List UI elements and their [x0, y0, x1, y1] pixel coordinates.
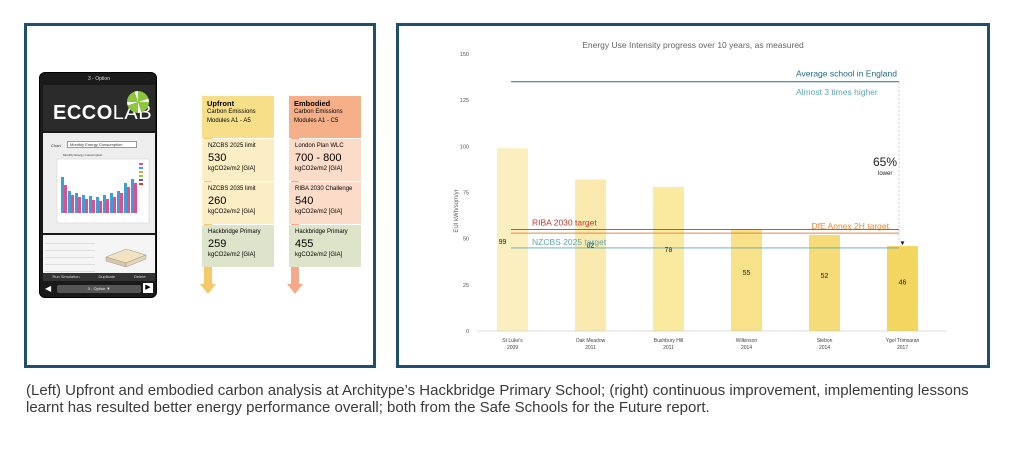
embodied-column: Embodied Carbon Emissions Modules A1 - C… — [287, 96, 361, 296]
reference-lines: Average school in England RIBA 2030 targe… — [511, 69, 905, 249]
x-tick-year: 2009 — [507, 345, 518, 351]
embodied-card-2: RIBA 2030 Challenge 540 kgCO2e/m2 [GIA] — [289, 182, 361, 224]
bar — [575, 179, 606, 331]
reference-line-label: RIBA 2030 target — [532, 217, 597, 227]
x-tick-label: Bushbury Hill — [654, 338, 683, 344]
upfront-column: Upfront Carbon Emissions Modules A1 - A5… — [200, 96, 274, 296]
x-tick-label: St Luke's — [502, 338, 523, 344]
x-tick-year: 2011 — [663, 345, 674, 351]
bar-value-label: 78 — [665, 247, 673, 254]
x-tick-year: 2014 — [819, 345, 830, 351]
x-tick-year: 2011 — [585, 345, 596, 351]
x-tick-year: 2014 — [741, 345, 752, 351]
phone-mockup: 3 - Option ECCOLAB Chart Monthly Energy … — [39, 72, 157, 298]
reference-line-label: NZCBS 2025 target — [532, 237, 607, 247]
x-tick-year: 2017 — [897, 345, 908, 351]
upfront-line2: Modules A1 - A5 — [207, 118, 251, 124]
logo-wheel-icon — [127, 91, 149, 113]
mini-chart — [56, 158, 150, 224]
duplicate-button[interactable]: Duplicate — [98, 274, 116, 279]
embodied-line1: Carbon Emissions — [294, 109, 343, 115]
upfront-card-2: NZCBS 2035 limit 260 kgCO2e/m2 [GIA] — [202, 182, 274, 224]
upfront-card-1: NZCBS 2025 limit 530 kgCO2e/m2 [GIA] — [202, 139, 274, 181]
upfront-line1: Carbon Emissions — [207, 109, 256, 115]
bar-value-label: 99 — [499, 239, 507, 246]
embodied-card-3: Hackbridge Primary 455 kgCO2e/m2 [GIA] — [289, 225, 361, 267]
bar — [731, 229, 762, 331]
eui-chart: Energy Use Intensity progress over 10 ye… — [454, 40, 947, 351]
info-table — [45, 237, 95, 272]
run-simulation-button[interactable]: Run Simulation — [52, 274, 80, 279]
chart-select[interactable]: Monthly Energy Consumption — [67, 141, 137, 148]
x-tick-label: Ygol Trimsaran — [886, 338, 920, 344]
embodied-card-1: London Plan WLC 700 - 800 kgCO2e/m2 [GIA] — [289, 139, 361, 181]
upfront-card-3: Hackbridge Primary 259 kgCO2e/m2 [GIA] — [202, 225, 274, 267]
arrow-marker — [900, 241, 905, 246]
almost-annotation: Almost 3 times higher — [796, 87, 878, 97]
left-panel: 3 - Option ECCOLAB Chart Monthly Energy … — [24, 23, 376, 368]
y-axis-label: EUI kWh/sqm/yr — [454, 189, 460, 232]
y-tick-label: 75 — [463, 191, 469, 197]
phone-chart-area: Chart Monthly Energy Consumption Monthly… — [43, 133, 155, 233]
phone-info-area — [43, 235, 155, 273]
prev-arrow-icon[interactable]: ◀ — [45, 284, 52, 293]
upfront-title: Upfront — [207, 99, 235, 108]
bars: 99 82 78 55 52 46 — [497, 148, 918, 331]
eccolab-logo: ECCOLAB — [43, 85, 155, 131]
chart-label: Chart — [51, 143, 61, 148]
delete-button[interactable]: Delete — [134, 274, 146, 279]
embodied-arrow-tip — [287, 284, 303, 294]
mini-legend — [139, 163, 143, 185]
y-tick-label: 25 — [463, 283, 469, 289]
y-tick-label: 100 — [460, 144, 469, 150]
mini-chart-title: Monthly Energy Consumption — [63, 153, 103, 157]
embodied-line2: Modules A1 - C5 — [294, 118, 339, 124]
bar-value-label: 52 — [821, 273, 829, 280]
figure-caption: (Left) Upfront and embodied carbon analy… — [26, 382, 969, 416]
building-sketch-icon — [105, 248, 147, 268]
bar-value-label: 82 — [587, 243, 595, 250]
upfront-header: Upfront Carbon Emissions Modules A1 - A5 — [202, 96, 274, 138]
chart-title: Energy Use Intensity progress over 10 ye… — [582, 40, 804, 50]
y-tick-label: 150 — [460, 52, 469, 58]
reference-line-label: Average school in England — [796, 69, 897, 79]
bar-value-label: 46 — [899, 279, 907, 286]
y-axis-ticks: 0 25 50 75 100 125 150 — [460, 52, 469, 335]
pct-annotation: 65% — [873, 155, 897, 169]
option-selector[interactable]: 3 - Option ▼ — [57, 285, 141, 293]
embodied-header: Embodied Carbon Emissions Modules A1 - C… — [289, 96, 361, 138]
x-tick-label: Wilkinson — [736, 338, 758, 344]
x-tick-label: Oak Meadow — [576, 338, 606, 344]
bar — [887, 246, 918, 331]
bar-value-label: 55 — [743, 270, 751, 277]
bar — [809, 234, 840, 331]
phone-nav: ◀ 3 - Option ▼ ▶ — [43, 283, 155, 295]
mini-bars — [61, 177, 137, 213]
x-tick-label: Stebon — [817, 338, 833, 344]
phone-buttons: Run Simulation Duplicate Delete — [43, 273, 155, 281]
reference-line-label: DfE Annex 2H target — [812, 221, 890, 231]
y-tick-label: 0 — [466, 329, 469, 335]
phone-top-label: 3 - Option — [88, 76, 110, 82]
right-panel: Energy Use Intensity progress over 10 ye… — [396, 23, 990, 368]
upfront-arrow-tip — [200, 284, 216, 294]
y-tick-label: 50 — [463, 237, 469, 243]
next-arrow-icon[interactable]: ▶ — [143, 283, 153, 293]
bar — [497, 148, 528, 331]
lower-annotation: lower — [878, 171, 892, 177]
bar — [653, 186, 684, 331]
y-tick-label: 125 — [460, 98, 469, 104]
embodied-title: Embodied — [294, 99, 331, 108]
